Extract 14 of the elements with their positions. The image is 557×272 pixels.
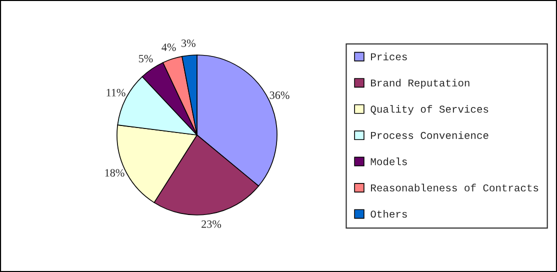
- data-label: 5%: [138, 54, 153, 62]
- legend-label: Process Convenience: [371, 131, 488, 139]
- data-label: 11%: [106, 88, 126, 96]
- legend-label: Models: [370, 158, 407, 166]
- legend-label: Others: [370, 210, 407, 218]
- data-label: 36%: [270, 91, 290, 99]
- legend-label: Quality of Services: [370, 105, 488, 115]
- data-label: 23%: [202, 220, 222, 228]
- legend-label: Reasonableness of Contracts: [371, 184, 538, 192]
- data-label: 18%: [105, 169, 124, 177]
- legend-label: Prices: [371, 52, 407, 60]
- legend-label: Brand Reputation: [371, 78, 470, 89]
- data-label: 4%: [162, 44, 176, 52]
- data-label: 3%: [182, 39, 196, 48]
